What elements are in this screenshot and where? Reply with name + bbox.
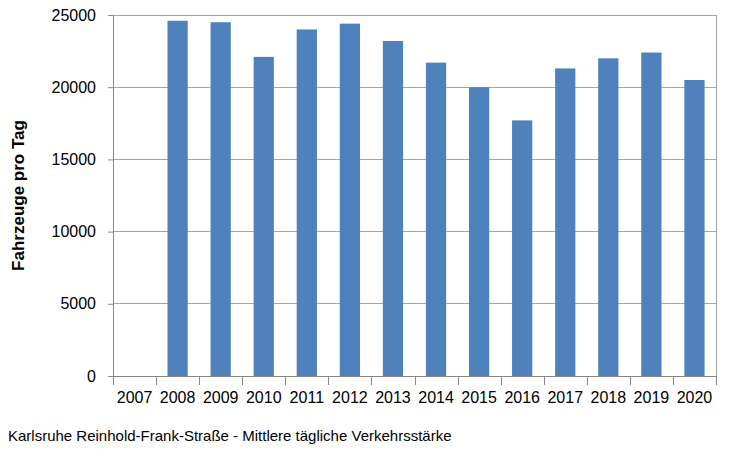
x-tick-label: 2017 (547, 389, 583, 406)
x-tick: 2016 (504, 376, 540, 406)
y-tick-mark (108, 376, 113, 377)
x-tick: 2007 (117, 376, 153, 406)
x-tick-label: 2010 (246, 389, 282, 406)
category-separator (587, 376, 588, 385)
y-tick: 20000 (52, 79, 114, 96)
grid-line (113, 231, 716, 232)
bar (555, 68, 575, 376)
category-separator (415, 376, 416, 385)
x-tick: 2013 (375, 376, 411, 406)
y-tick-label: 0 (87, 368, 96, 385)
x-tick-label: 2009 (203, 389, 239, 406)
bar (598, 58, 618, 376)
y-axis-line (113, 16, 114, 377)
y-tick: 25000 (52, 7, 114, 24)
bar (340, 24, 360, 376)
y-tick: 0 (87, 368, 113, 385)
x-tick: 2014 (418, 376, 454, 406)
chart: 0 5000 10000 15000 20000 25000 2007 2008 2009 201… (0, 0, 730, 465)
y-axis: 0 5000 10000 15000 20000 25000 (52, 7, 114, 385)
y-tick-label: 25000 (52, 7, 97, 24)
x-tick: 2010 (246, 376, 282, 406)
y-tick: 10000 (52, 223, 114, 240)
category-separator (371, 376, 372, 385)
y-tick-mark (108, 304, 113, 305)
x-tick-label: 2007 (117, 389, 153, 406)
bar (512, 120, 532, 376)
y-tick-mark (108, 15, 113, 16)
bar (211, 22, 231, 376)
x-tick: 2008 (160, 376, 196, 406)
x-tick: 2009 (203, 376, 239, 406)
y-tick-label: 15000 (52, 151, 97, 168)
bar (426, 63, 446, 376)
bar (383, 41, 403, 376)
plot-frame (716, 15, 717, 376)
category-separator (113, 376, 114, 385)
grid-line (113, 303, 716, 304)
x-tick-label: 2016 (504, 389, 540, 406)
x-tick: 2019 (634, 376, 670, 406)
bar (641, 53, 661, 376)
grid-line (113, 159, 716, 160)
category-separator (242, 376, 243, 385)
x-tick-label: 2015 (461, 389, 497, 406)
x-axis: 2007 2008 2009 2010 2011 2012 2013 2014 2015 2016… (114, 376, 717, 406)
category-separator (716, 376, 717, 385)
bar (254, 57, 274, 376)
category-separator (199, 376, 200, 385)
grid-line (113, 87, 716, 88)
grid (113, 15, 716, 376)
y-tick-label: 5000 (60, 295, 96, 312)
x-tick: 2020 (677, 376, 713, 406)
chart-title: Karlsruhe Reinhold-Frank-Straße - Mittle… (8, 427, 452, 444)
x-tick-label: 2014 (418, 389, 454, 406)
category-separators (114, 376, 717, 385)
x-tick: 2017 (547, 376, 583, 406)
x-tick-label: 2013 (375, 389, 411, 406)
x-tick: 2015 (461, 376, 497, 406)
plot: 0 5000 10000 15000 20000 25000 2007 2008 2009 201… (52, 7, 717, 407)
category-separator (544, 376, 545, 385)
x-tick-label: 2011 (290, 389, 325, 406)
category-separator (501, 376, 502, 385)
y-tick-label: 20000 (52, 79, 97, 96)
x-tick-label: 2020 (677, 389, 713, 406)
x-tick: 2018 (591, 376, 627, 406)
bar (167, 21, 187, 376)
category-separator (673, 376, 674, 385)
bar (297, 29, 317, 376)
y-tick-mark (108, 159, 113, 160)
x-tick: 2011 (290, 376, 325, 406)
category-separator (630, 376, 631, 385)
x-tick-label: 2008 (160, 389, 196, 406)
grid-line (113, 376, 716, 377)
bar (469, 87, 489, 376)
y-tick: 5000 (60, 295, 113, 312)
y-tick-mark (108, 87, 113, 88)
y-tick-label: 10000 (52, 223, 97, 240)
bars (167, 21, 704, 376)
category-separator (328, 376, 329, 385)
category-separator (285, 376, 286, 385)
x-tick-label: 2012 (332, 389, 368, 406)
x-tick-label: 2018 (591, 389, 627, 406)
y-tick: 15000 (52, 151, 114, 168)
y-axis-title: Fahrzeuge pro Tag (9, 120, 28, 271)
grid-line (113, 15, 716, 16)
bar (684, 80, 704, 376)
category-separator (458, 376, 459, 385)
y-tick-mark (108, 232, 113, 233)
x-tick: 2012 (332, 376, 368, 406)
category-separator (156, 376, 157, 385)
x-tick-label: 2019 (634, 389, 670, 406)
